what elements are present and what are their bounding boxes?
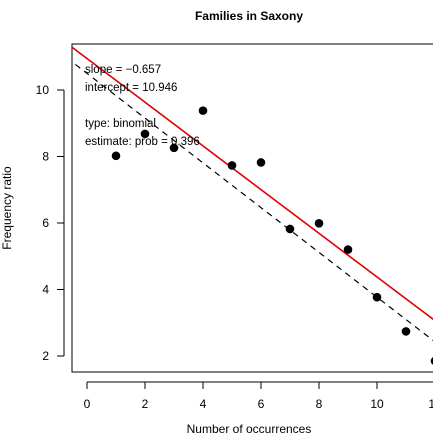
plot-frame <box>71 43 433 373</box>
x-axis-label: Number of occurrences <box>187 422 312 436</box>
data-point <box>227 161 237 170</box>
y-tick-label: 8 <box>42 150 49 164</box>
fitted-line <box>72 46 433 321</box>
data-point <box>169 143 179 153</box>
x-tick-label: 0 <box>84 397 91 411</box>
data-points <box>111 106 433 365</box>
y-tick-label: 2 <box>42 349 49 363</box>
chart-title: Families in Saxony <box>195 9 303 23</box>
y-tick-label: 10 <box>36 83 50 97</box>
data-point <box>256 158 266 167</box>
data-point <box>372 292 382 302</box>
x-tick-label: 10 <box>370 397 384 411</box>
data-point <box>198 106 208 115</box>
x-tick-label: 12 <box>428 397 433 411</box>
data-point <box>111 151 121 161</box>
x-tick-label: 6 <box>258 397 265 411</box>
x-tick-label: 4 <box>200 397 207 411</box>
intercept-annotation: intercept = 10.946 <box>85 82 177 94</box>
data-point <box>285 224 295 234</box>
data-point <box>401 327 411 336</box>
x-tick-label: 8 <box>316 397 323 411</box>
y-tick-label: 4 <box>42 283 49 297</box>
data-point <box>430 357 433 365</box>
slope-annotation: slope = −0.657 <box>85 64 161 76</box>
y-tick-label: 6 <box>42 216 49 230</box>
data-point <box>140 129 150 139</box>
x-axis: 0 2 4 6 8 10 12 <box>84 381 433 411</box>
x-tick-label: 2 <box>142 397 149 411</box>
y-axis-label: Frequency ratio <box>0 166 14 250</box>
estimate-annotation: estimate: prob = 0.396 <box>85 136 200 148</box>
type-annotation: type: binomial <box>85 118 156 130</box>
y-axis: 2 4 6 8 10 <box>36 83 65 363</box>
data-point <box>343 245 353 254</box>
reference-line-dashed <box>72 61 433 342</box>
data-point <box>314 219 324 228</box>
